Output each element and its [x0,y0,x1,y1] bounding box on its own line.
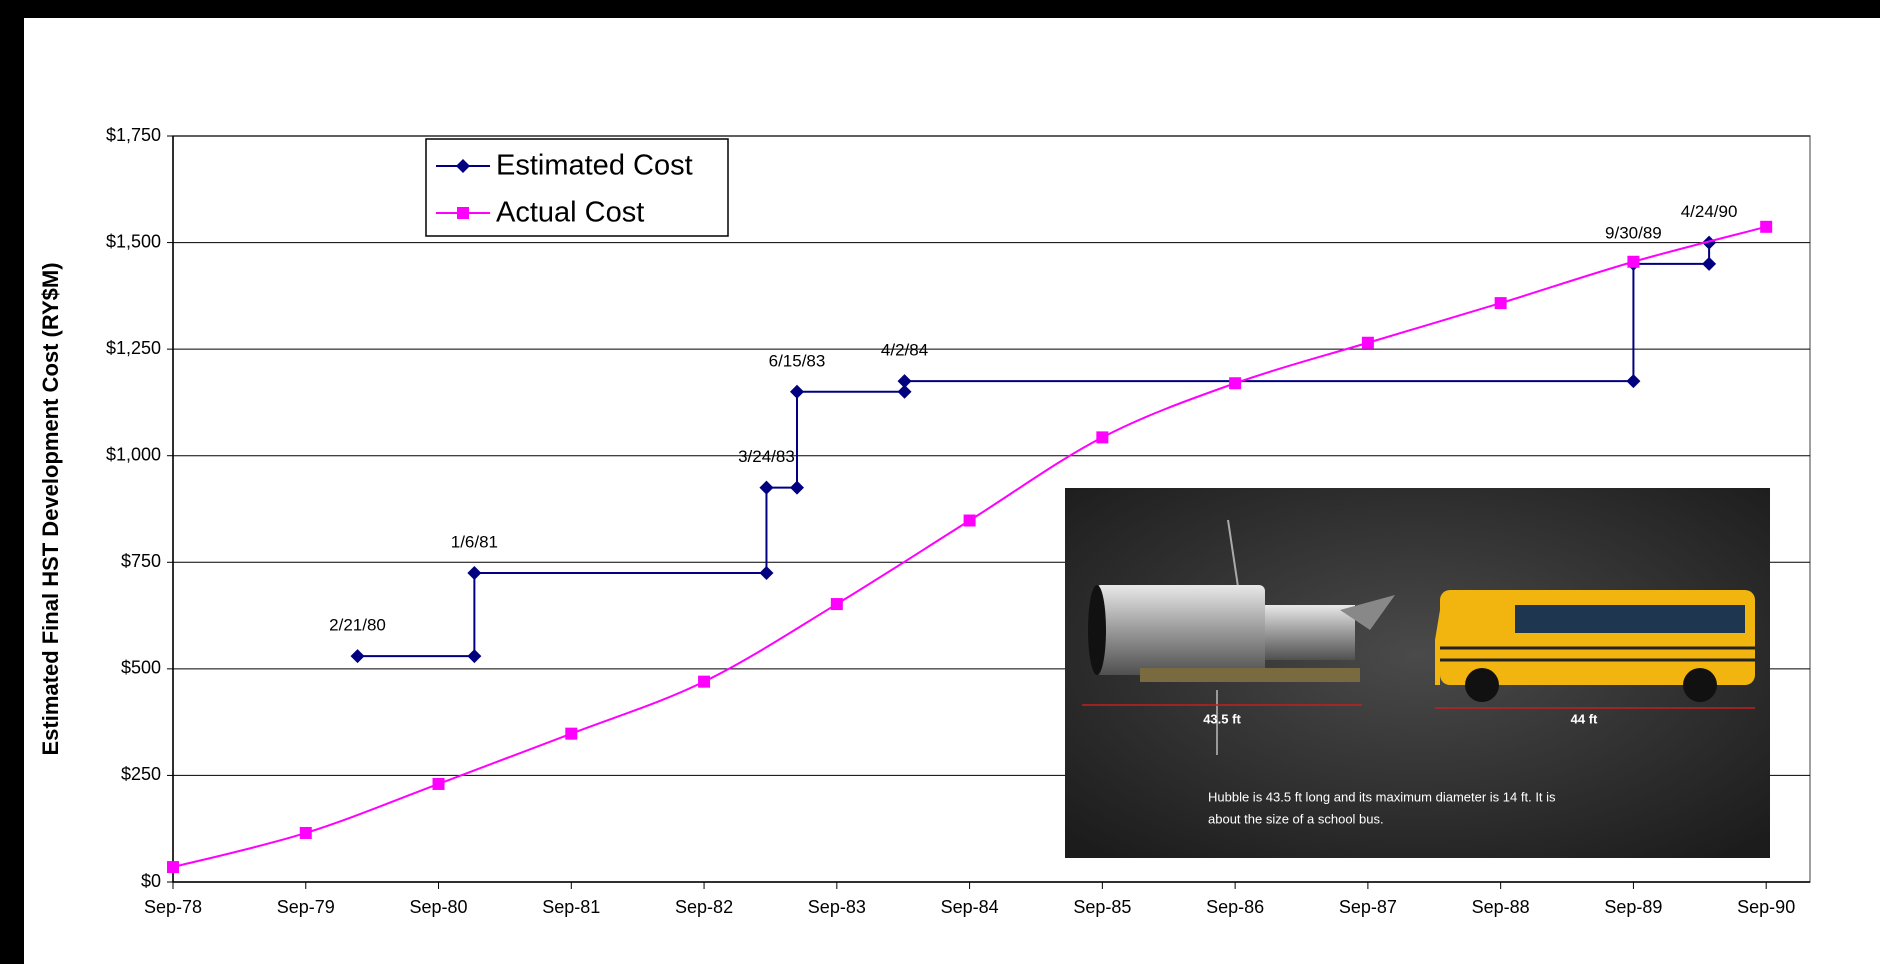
point-label: 4/2/84 [881,341,928,360]
point [1627,255,1640,268]
point [1702,235,1717,250]
legend-label: Estimated Cost [496,150,693,182]
point [789,384,804,399]
data: 2/21/80 1/6/81 3/24/83 6/15/83 4/2/84 9/30/89… [167,202,1773,874]
legend-marker [457,207,469,219]
point [467,649,482,664]
bus-wheel [1465,668,1499,702]
bus-length: 44 ft [1571,711,1598,726]
point [897,384,912,399]
point [565,727,578,740]
point [467,565,482,580]
x-tick-label: Sep-83 [808,897,866,917]
y-axis-title: Estimated Final HST Development Cost (RY… [38,262,63,755]
y-tick-label: $750 [121,551,161,571]
bus-hood [1435,610,1440,685]
y-tick-label: $1,500 [106,231,161,251]
hubble-array [1140,668,1360,682]
x-tick-label: Sep-85 [1073,897,1131,917]
point-label: 4/24/90 [1681,202,1738,221]
y-tick-label: $1,250 [106,338,161,358]
point-label: 3/24/83 [738,447,795,466]
point [1494,297,1507,310]
legend-marker [456,159,470,173]
x-tick-label: Sep-78 [144,897,202,917]
point [167,861,179,874]
x-tick-label: Sep-87 [1339,897,1397,917]
point-label: 6/15/83 [769,351,826,370]
legend-label: Actual Cost [496,197,644,229]
point [432,777,445,790]
y-tick-label: $1,750 [106,125,161,145]
point-label: 9/30/89 [1605,223,1662,242]
legend-box [425,138,729,237]
hubble-aperture [1088,585,1106,675]
x-tick-label: Sep-86 [1206,897,1264,917]
point [830,598,843,611]
x-tick-label: Sep-80 [410,897,468,917]
x-tick-label: Sep-90 [1737,897,1795,917]
point [759,480,774,495]
y-tick-label: $250 [121,764,161,784]
point [1702,256,1717,271]
point [963,514,976,527]
point [1760,220,1773,233]
bus-wheel [1683,668,1717,702]
point [759,565,774,580]
x-tick-label: Sep-82 [675,897,733,917]
hubble-aft [1265,605,1355,660]
point [1096,431,1109,444]
y-tick-label: $500 [121,658,161,678]
legend: Estimated Cost Actual Cost [425,138,729,237]
caption-line: Hubble is 43.5 ft long and its maximum d… [1208,789,1556,804]
point [299,826,312,839]
point [1361,336,1374,349]
x-tick-label: Sep-88 [1472,897,1530,917]
point-label: 2/21/80 [329,616,386,635]
point [1626,374,1641,389]
point [698,675,711,688]
hubble-panel [1340,595,1395,630]
x-tick-label: Sep-89 [1604,897,1662,917]
x-tick-label: Sep-79 [277,897,335,917]
x-tick-label: Sep-84 [941,897,999,917]
y-tick-label: $1,000 [106,444,161,464]
point [1229,377,1242,390]
hubble-length: 43.5 ft [1203,711,1241,726]
point-label: 1/6/81 [451,532,498,551]
bus-windows [1515,605,1745,633]
point [350,649,365,664]
y-tick-label: $0 [141,871,161,891]
point [897,374,912,389]
point [789,480,804,495]
caption-line: about the size of a school bus. [1208,811,1384,826]
inset-photo: 43.5 ft 44 ft Hubble is 43.5 ft long and… [1065,488,1770,858]
x-tick-label: Sep-81 [542,897,600,917]
hubble-body [1095,585,1265,675]
